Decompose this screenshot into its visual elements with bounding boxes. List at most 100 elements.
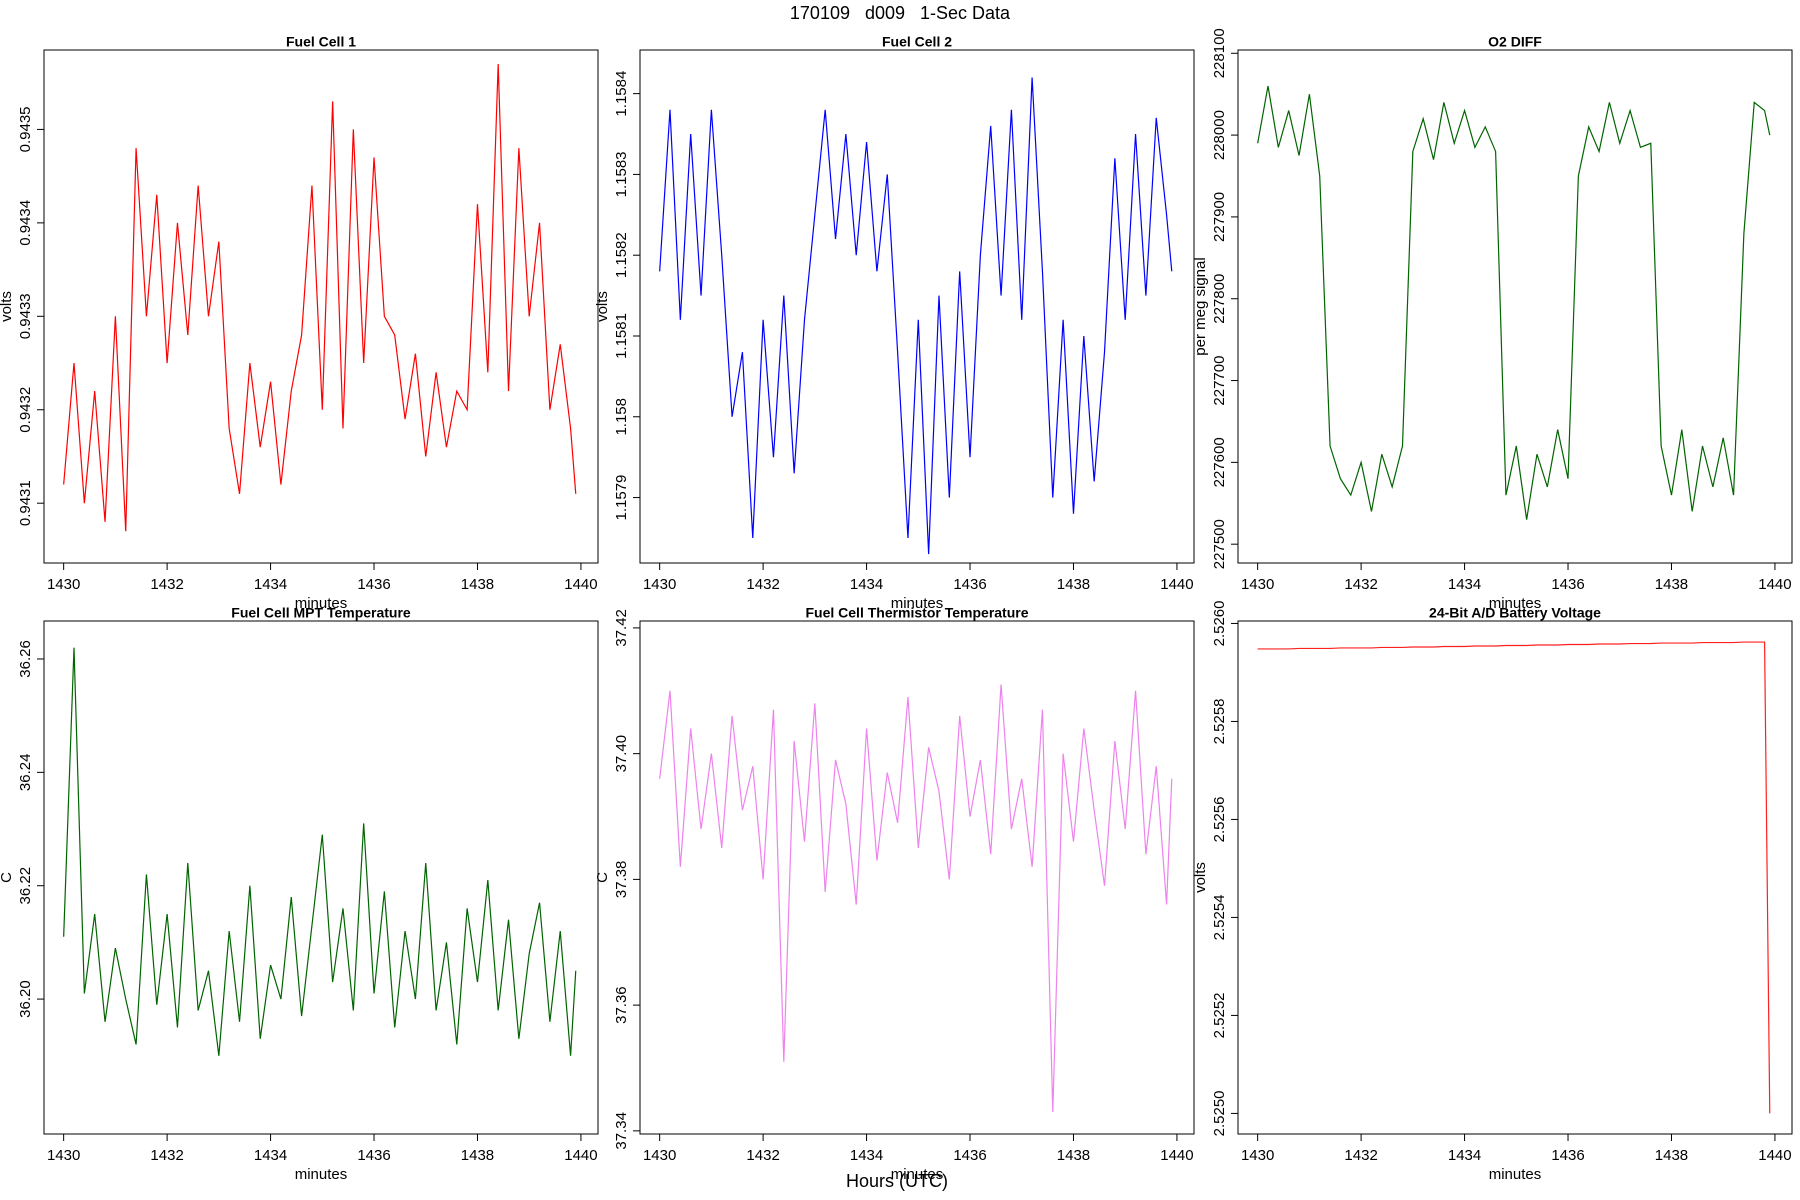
y-tick-label: 2.5254 — [1211, 894, 1228, 940]
x-tick-label: 1440 — [1160, 576, 1193, 593]
y-tick-label: 227500 — [1211, 519, 1228, 569]
x-tick-label: 1436 — [953, 576, 986, 593]
data-line — [1257, 85, 1771, 520]
x-tick-label: 1438 — [1057, 576, 1090, 593]
y-axis-label: C — [0, 872, 15, 883]
x-tick-label: 1436 — [357, 576, 390, 593]
data-line — [1257, 641, 1771, 1114]
y-axis-label: volts — [1192, 862, 1209, 893]
x-tick-label: 1434 — [850, 1147, 883, 1164]
x-tick-label: 1434 — [850, 576, 883, 593]
y-axis-label: per meg signal — [1192, 257, 1209, 355]
x-tick-label: 1436 — [953, 1147, 986, 1164]
chart-title: Fuel Cell 2 — [882, 34, 952, 50]
chart-title: Fuel Cell MPT Temperature — [231, 605, 411, 621]
x-tick-label: 1430 — [47, 1147, 80, 1164]
plot-frame — [43, 49, 599, 564]
y-tick-label: 1.1584 — [613, 71, 630, 117]
y-tick-label: 2.5256 — [1211, 796, 1228, 842]
x-tick-label: 1436 — [1551, 1147, 1584, 1164]
x-axis-label: minutes — [295, 595, 348, 612]
y-tick-label: 2.5258 — [1211, 698, 1228, 744]
y-tick-label: 1.1579 — [613, 475, 630, 521]
data-line — [659, 77, 1173, 555]
y-tick-label: 228100 — [1211, 28, 1228, 78]
x-tick-label: 1430 — [643, 576, 676, 593]
y-tick-label: 2.5252 — [1211, 992, 1228, 1038]
x-tick-label: 1436 — [1551, 576, 1584, 593]
y-tick-label: 1.1583 — [613, 151, 630, 197]
y-tick-label: 37.42 — [613, 609, 630, 647]
y-tick-label: 37.40 — [613, 735, 630, 773]
data-line — [63, 63, 577, 532]
y-tick-label: 0.9431 — [17, 480, 34, 526]
y-tick-label: 0.9432 — [17, 387, 34, 433]
x-tick-label: 1434 — [254, 1147, 287, 1164]
y-tick-label: 36.22 — [17, 867, 34, 905]
x-tick-label: 1432 — [1344, 1147, 1377, 1164]
x-tick-label: 1438 — [461, 576, 494, 593]
x-tick-label: 1434 — [1448, 1147, 1481, 1164]
x-axis-label: minutes — [891, 595, 944, 612]
x-tick-label: 1438 — [1655, 576, 1688, 593]
x-tick-label: 1430 — [47, 576, 80, 593]
x-axis-label: minutes — [1489, 595, 1542, 612]
x-tick-label: 1440 — [1758, 576, 1791, 593]
plot-frame — [639, 620, 1195, 1135]
x-tick-label: 1430 — [1241, 1147, 1274, 1164]
x-tick-label: 1434 — [1448, 576, 1481, 593]
y-tick-label: 227900 — [1211, 192, 1228, 242]
x-tick-label: 1440 — [564, 576, 597, 593]
x-tick-label: 1436 — [357, 1147, 390, 1164]
x-tick-label: 1432 — [746, 576, 779, 593]
x-tick-label: 1430 — [1241, 576, 1274, 593]
x-tick-label: 1430 — [643, 1147, 676, 1164]
x-tick-label: 1432 — [746, 1147, 779, 1164]
plot-frame — [1237, 49, 1793, 564]
y-tick-label: 227700 — [1211, 356, 1228, 406]
x-tick-label: 1438 — [1655, 1147, 1688, 1164]
y-tick-label: 1.1582 — [613, 232, 630, 278]
plot-frame — [639, 49, 1195, 564]
chart-title: O2 DIFF — [1488, 34, 1542, 50]
x-tick-label: 1438 — [1057, 1147, 1090, 1164]
chart-title: 24-Bit A/D Battery Voltage — [1429, 605, 1601, 621]
y-tick-label: 37.38 — [613, 861, 630, 899]
y-tick-label: 227800 — [1211, 274, 1228, 324]
y-tick-label: 0.9433 — [17, 293, 34, 339]
x-axis-label: minutes — [1489, 1166, 1542, 1183]
y-tick-label: 228000 — [1211, 110, 1228, 160]
x-tick-label: 1440 — [564, 1147, 597, 1164]
y-tick-label: 36.24 — [17, 754, 34, 792]
x-tick-label: 1432 — [1344, 576, 1377, 593]
x-tick-label: 1440 — [1160, 1147, 1193, 1164]
y-tick-label: 0.9434 — [17, 200, 34, 246]
x-tick-label: 1440 — [1758, 1147, 1791, 1164]
y-tick-label: 2.5250 — [1211, 1090, 1228, 1136]
y-tick-label: 36.20 — [17, 980, 34, 1018]
chart-title: Fuel Cell 1 — [286, 34, 356, 50]
data-line — [63, 647, 577, 1056]
y-tick-label: 37.34 — [613, 1112, 630, 1150]
figure-x-label: Hours (UTC) — [846, 1171, 948, 1191]
y-tick-label: 1.1581 — [613, 313, 630, 359]
x-axis-label: minutes — [295, 1166, 348, 1183]
y-tick-label: 227600 — [1211, 437, 1228, 487]
y-tick-label: 1.158 — [613, 398, 630, 436]
y-axis-label: C — [594, 872, 611, 883]
y-axis-label: volts — [594, 291, 611, 322]
x-tick-label: 1434 — [254, 576, 287, 593]
y-tick-label: 2.5260 — [1211, 601, 1228, 647]
chart-title: Fuel Cell Thermistor Temperature — [805, 605, 1028, 621]
x-tick-label: 1432 — [150, 1147, 183, 1164]
x-axis-label: minutes — [891, 1166, 944, 1183]
plot-frame — [1237, 620, 1793, 1135]
y-tick-label: 37.36 — [613, 986, 630, 1024]
figure-title: 170109 d009 1-Sec Data — [790, 3, 1011, 23]
y-tick-label: 36.26 — [17, 640, 34, 678]
y-axis-label: volts — [0, 291, 15, 322]
y-tick-label: 0.9435 — [17, 106, 34, 152]
x-tick-label: 1438 — [461, 1147, 494, 1164]
data-line — [659, 684, 1173, 1113]
